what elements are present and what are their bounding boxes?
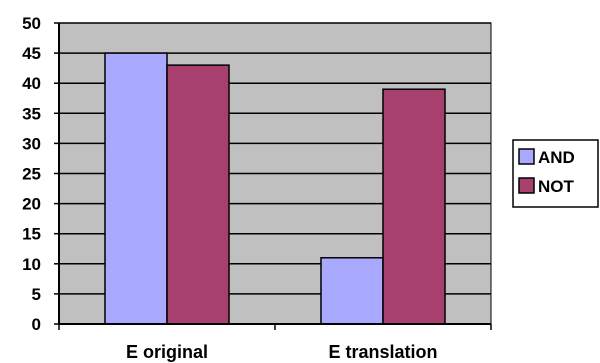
x-category-label: E translation [328,342,437,362]
legend: AND NOT [512,139,599,208]
y-tick-label: 5 [32,285,41,304]
axis-ticks: 0 5 10 15 20 25 30 35 40 45 50 E original E translat… [22,14,492,362]
bar-and [104,52,168,325]
bar-and [320,257,384,325]
y-tick-label: 20 [22,195,41,214]
legend-label-not: NOT [538,177,575,196]
y-tick-label: 25 [22,165,41,184]
y-tick-label: 0 [32,315,41,334]
y-tick-label: 50 [22,14,41,33]
y-tick-label: 35 [22,104,41,123]
legend-swatch-and [518,148,535,165]
y-tick-label: 40 [22,74,41,93]
bar-not [382,88,446,325]
y-tick-label: 15 [22,225,41,244]
legend-swatch-not [518,177,535,194]
bar-not [166,64,230,325]
y-tick-label: 30 [22,134,41,153]
y-tick-label: 10 [22,255,41,274]
x-category-label: E original [126,342,208,362]
legend-label-and: AND [538,148,575,167]
y-tick-label: 45 [22,44,41,63]
